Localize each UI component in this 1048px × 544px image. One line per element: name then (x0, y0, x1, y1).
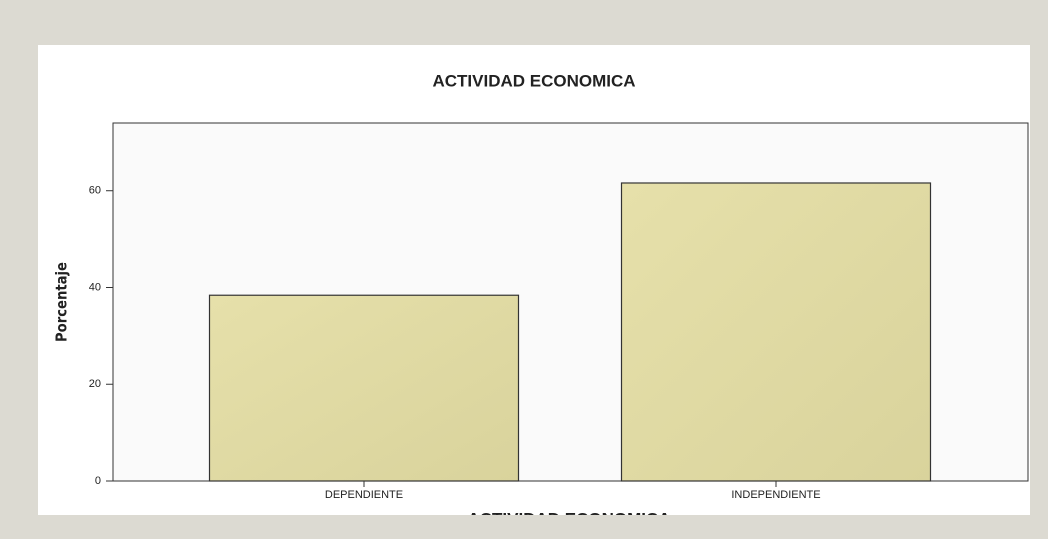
y-tick-label: 20 (89, 378, 101, 390)
bar (208, 294, 520, 482)
x-tick-label: DEPENDIENTE (325, 489, 403, 501)
y-tick-label: 60 (89, 185, 101, 197)
x-label-group: ACTIVIDAD ECONOMICA (467, 509, 670, 528)
bar (620, 182, 932, 482)
y-tick-label: 0 (95, 475, 101, 487)
x-tick-label: INDEPENDIENTE (731, 489, 820, 501)
y-tick-label: 40 (89, 281, 101, 293)
y-axis-label: Porcentaje (53, 262, 71, 342)
x-axis-label: ACTIVIDAD ECONOMICA (467, 509, 670, 528)
chart-title: ACTIVIDAD ECONOMICA (432, 71, 635, 90)
